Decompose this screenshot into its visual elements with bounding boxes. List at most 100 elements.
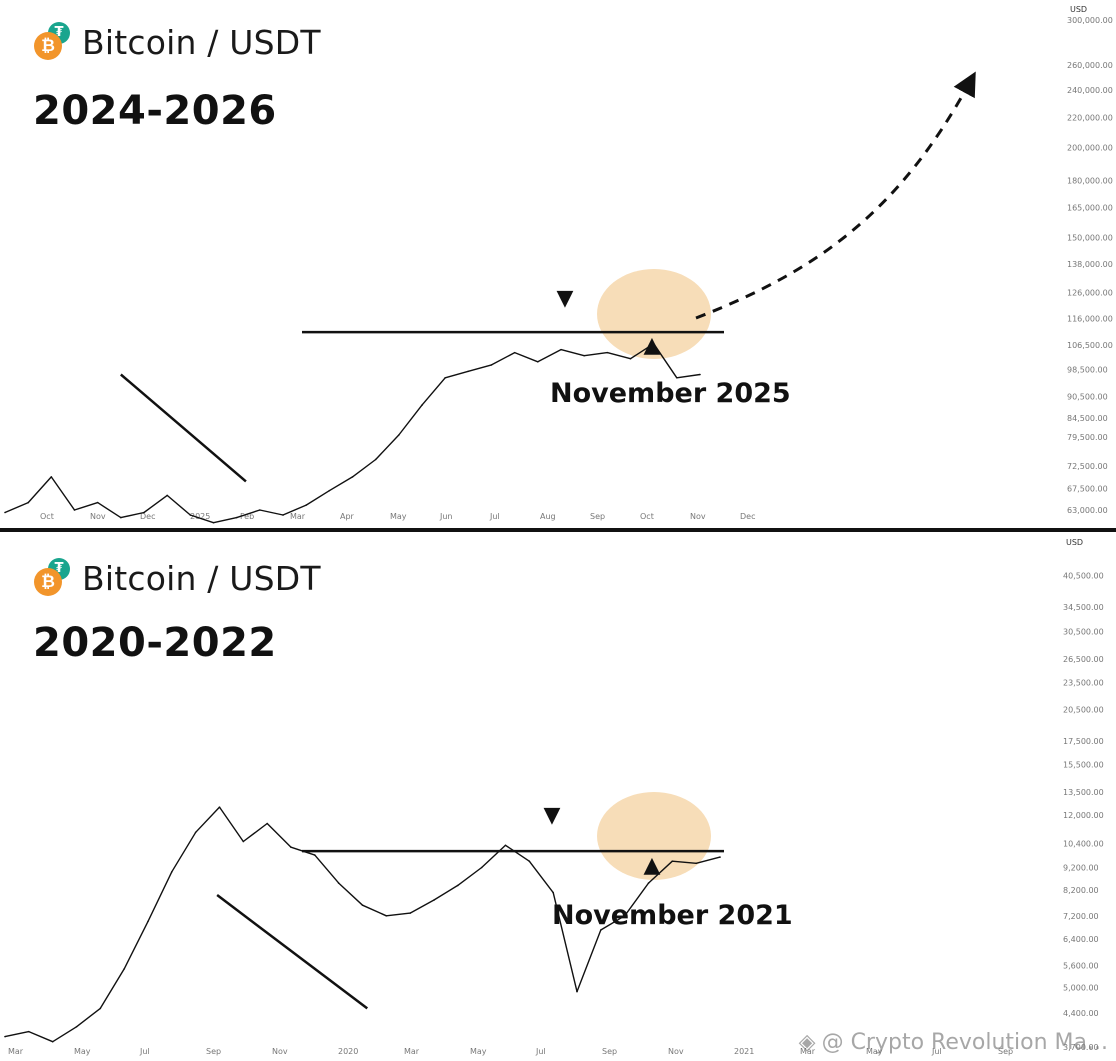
price-point (623, 915, 626, 917)
up-triangle-marker: ▲ (644, 333, 661, 358)
x-tick-label: Sep (998, 1047, 1013, 1056)
projection-arrow (695, 71, 976, 320)
price-point (143, 511, 145, 514)
price-point (337, 882, 340, 884)
price-point (513, 351, 516, 354)
price-tick-label: 67,500.00 (1067, 484, 1108, 493)
price-tick-label: 17,500.00 (1063, 737, 1104, 746)
price-tick-label: 240,000.00 (1067, 86, 1113, 95)
price-tick-label: 98,500.00 (1067, 366, 1108, 375)
bitcoin-icon: ₿ (34, 32, 62, 60)
price-point (647, 882, 650, 884)
x-tick-label: Mar (800, 1047, 816, 1056)
price-point (629, 357, 632, 360)
period-title: 2020-2022 (33, 620, 277, 666)
price-point (290, 846, 292, 848)
price-point (28, 1030, 30, 1033)
price-tick-label: 165,000.00 (1067, 204, 1113, 213)
pair-header: ₮ ₿ Bitcoin / USDT (32, 558, 321, 598)
x-tick-label: Dec (140, 512, 155, 521)
price-tick-label: 10,400.00 (1063, 839, 1104, 848)
price-point (560, 348, 562, 351)
x-tick-label: 2021 (734, 1047, 754, 1056)
x-tick-label: Aug (540, 512, 556, 521)
price-tick-label: 180,000.00 (1067, 176, 1113, 185)
annotation-label: November 2025 (550, 378, 791, 409)
price-point (194, 831, 197, 834)
price-tick-label: 220,000.00 (1067, 113, 1113, 122)
price-chart-2020-2022: 40,500.00 34,500.00 30,500.00 26,500.00 23,5… (4, 538, 1104, 1056)
x-tick-label: Sep (602, 1047, 617, 1056)
x-tick-label: Dec (740, 512, 755, 521)
price-tick-label: 72,500.00 (1067, 462, 1108, 471)
pair-title: Bitcoin / USDT (82, 22, 321, 62)
price-tick-label: 260,000.00 (1067, 61, 1113, 70)
price-tick-label: 26,500.00 (1063, 655, 1104, 664)
x-tick-label: May (390, 512, 407, 521)
price-point (409, 912, 411, 914)
watermark: ◈ @ Crypto Revolution Ma... (799, 1030, 1108, 1055)
price-point (351, 476, 354, 478)
price-unit-label: USD (1070, 5, 1087, 14)
price-tick-label: 63,000.00 (1067, 506, 1108, 515)
price-point (171, 871, 173, 873)
panel-divider (0, 528, 1116, 532)
price-point (490, 364, 493, 366)
price-point (457, 884, 459, 887)
bitcoin-tether-logo: ₮ ₿ (32, 558, 72, 598)
watermark-text: @ Crypto Revolution Ma... (821, 1030, 1108, 1055)
price-point (652, 342, 655, 345)
price-tick-label: 34,500.00 (1063, 603, 1104, 612)
x-tick-label: Mar (404, 1047, 420, 1056)
x-tick-label: Jul (931, 1047, 942, 1056)
price-point (537, 361, 539, 363)
x-tick-label: Sep (590, 512, 605, 521)
support-trendline (120, 373, 247, 483)
price-point (147, 920, 149, 923)
support-trendline (216, 894, 369, 1010)
price-chart-2024-2026: 300,000.00 260,000.00 240,000.00 220,000.00… (4, 5, 1113, 524)
price-point (719, 856, 721, 858)
price-tick-label: 40,500.00 (1063, 571, 1104, 580)
price-tick-label: 15,500.00 (1063, 761, 1104, 770)
price-point (433, 899, 435, 901)
price-point (671, 860, 674, 862)
price-point (73, 509, 76, 511)
price-tick-label: 150,000.00 (1067, 234, 1113, 243)
price-tick-label: 5,600.00 (1063, 961, 1099, 970)
pair-title: Bitcoin / USDT (82, 558, 321, 598)
down-triangle-marker: ▼ (544, 803, 561, 828)
price-point (123, 968, 125, 970)
x-tick-label: Mar (8, 1047, 24, 1056)
chart-panel-2024-2026: 300,000.00 260,000.00 240,000.00 220,000.00… (0, 0, 1116, 528)
price-point (120, 516, 122, 519)
consolidation-highlight (597, 792, 711, 880)
price-point (695, 862, 697, 865)
price-point (218, 806, 221, 808)
price-tick-label: 7,200.00 (1063, 912, 1099, 921)
price-tick-label: 6,400.00 (1063, 935, 1099, 944)
price-point (75, 1025, 78, 1028)
price-point (328, 489, 331, 492)
price-tick-label: 13,500.00 (1063, 788, 1104, 797)
x-tick-label: Mar (290, 512, 306, 521)
bitcoin-icon: ₿ (34, 568, 62, 596)
x-tick-label: Nov (90, 512, 106, 521)
x-tick-label: Jul (139, 1047, 150, 1056)
price-point (528, 860, 531, 862)
x-tick-label: Jul (535, 1047, 546, 1056)
x-tick-label: May (470, 1047, 487, 1056)
price-point (99, 1007, 102, 1010)
price-tick-label: 12,000.00 (1063, 811, 1104, 820)
price-unit-label: USD (1066, 538, 1083, 547)
price-tick-label: 5,000.00 (1063, 984, 1099, 993)
period-title: 2024-2026 (33, 88, 277, 134)
x-tick-label: Nov (272, 1047, 288, 1056)
price-tick-label: 300,000.00 (1067, 16, 1113, 25)
price-point (480, 866, 483, 869)
price-point (4, 511, 6, 514)
price-tick-label: 4,400.00 (1063, 1009, 1099, 1018)
price-point (166, 494, 168, 497)
binance-square-icon: ◈ (798, 1030, 816, 1055)
price-point (189, 514, 192, 516)
